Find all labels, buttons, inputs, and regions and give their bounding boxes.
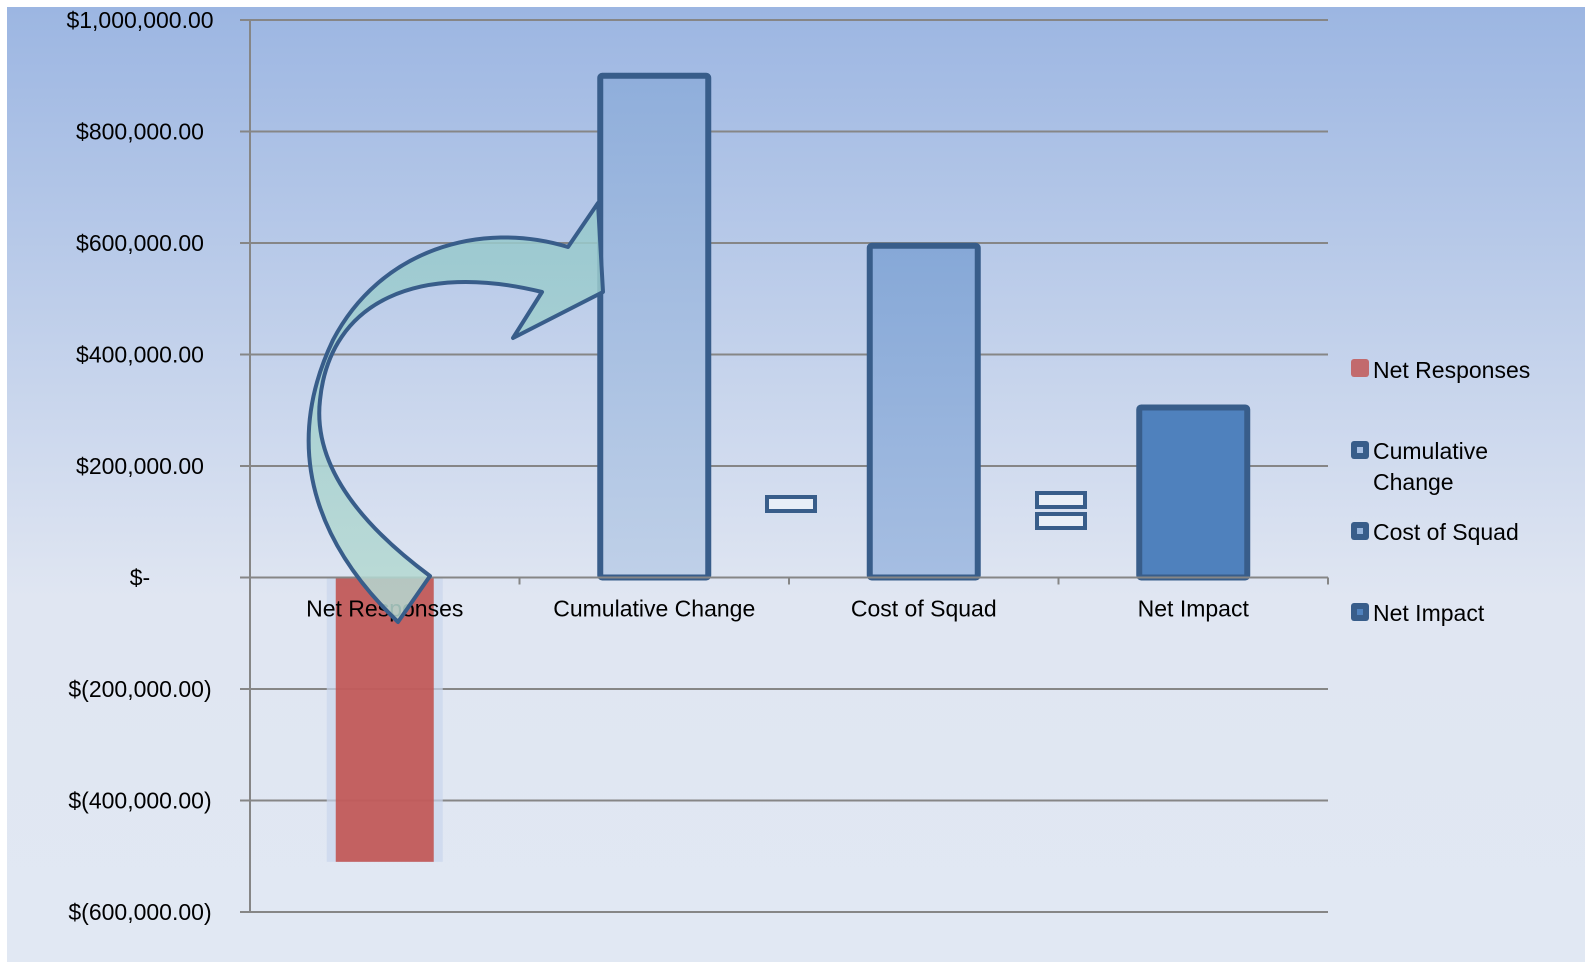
y-axis-tick-labels: $1,000,000.00 $800,000.00 $600,000.00 $400,…	[66, 7, 213, 925]
y-tick-label: $-	[130, 565, 150, 591]
legend-item-cumulative-change: Cumulative Change	[1351, 438, 1488, 495]
minus-sign	[765, 495, 817, 513]
legend-item-cost-of-squad: Cost of Squad	[1351, 519, 1519, 545]
x-tick-label: Cost of Squad	[851, 596, 997, 622]
y-tick-label: $(200,000.00)	[68, 676, 211, 702]
svg-text:Change: Change	[1373, 469, 1454, 495]
y-tick-label: $600,000.00	[76, 230, 204, 256]
x-tick-label: Net Impact	[1138, 596, 1250, 622]
equals-sign	[1035, 491, 1087, 530]
legend: Net Responses Cumulative Change Cost of …	[1351, 357, 1530, 626]
svg-text:Cost of Squad: Cost of Squad	[1373, 519, 1519, 545]
y-tick-label: $1,000,000.00	[66, 7, 213, 33]
chart-background	[7, 7, 1585, 962]
legend-item-net-responses: Net Responses	[1351, 357, 1530, 383]
bar-net-impact	[1136, 404, 1251, 581]
y-tick-label: $400,000.00	[76, 342, 204, 368]
x-tick-label: Cumulative Change	[553, 596, 755, 622]
legend-item-net-impact: Net Impact	[1351, 600, 1485, 626]
svg-text:Net Responses: Net Responses	[1373, 357, 1530, 383]
svg-text:Net Impact: Net Impact	[1373, 600, 1485, 626]
curved-arrow	[306, 201, 605, 624]
bar-cumulative-change	[597, 72, 712, 581]
bar-net-responses	[335, 577, 434, 862]
y-tick-label: $800,000.00	[76, 119, 204, 145]
y-tick-label: $(600,000.00)	[68, 899, 211, 925]
bar-cost-of-squad	[866, 242, 981, 581]
svg-text:Cumulative: Cumulative	[1373, 438, 1488, 464]
bars	[326, 72, 1251, 862]
y-tick-label: $200,000.00	[76, 453, 204, 479]
y-tick-label: $(400,000.00)	[68, 788, 211, 814]
